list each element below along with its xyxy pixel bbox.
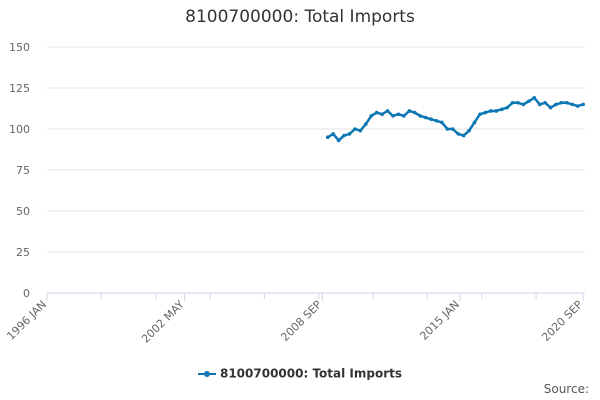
data-point[interactable] <box>396 112 401 117</box>
data-point[interactable] <box>548 105 553 110</box>
x-tick-label: 2020 SEP <box>539 298 585 344</box>
y-tick-label: 75 <box>16 164 30 177</box>
data-point[interactable] <box>336 138 341 143</box>
legend[interactable]: 8100700000: Total Imports <box>0 366 600 381</box>
x-tick-label: 2002 MAY <box>139 298 187 346</box>
data-point[interactable] <box>445 127 450 131</box>
y-tick-label: 50 <box>16 205 30 218</box>
data-point[interactable] <box>369 114 374 118</box>
y-tick-label: 150 <box>9 41 30 54</box>
data-point[interactable] <box>412 110 417 115</box>
data-point[interactable] <box>581 102 585 107</box>
axes <box>46 292 585 301</box>
data-point[interactable] <box>483 110 488 115</box>
data-point[interactable] <box>347 132 352 136</box>
data-point[interactable] <box>478 112 482 117</box>
data-point[interactable] <box>402 114 406 118</box>
x-tick-label: 2008 SEP <box>278 298 324 344</box>
data-point[interactable] <box>494 109 499 113</box>
plot-area <box>325 96 585 143</box>
x-tick-label: 1996 JAN <box>4 298 49 343</box>
y-tick-label: 125 <box>9 82 30 95</box>
source-label: Source: <box>543 382 589 396</box>
data-point[interactable] <box>380 112 384 117</box>
data-point[interactable] <box>418 114 422 118</box>
data-point[interactable] <box>331 132 336 136</box>
data-point[interactable] <box>510 100 515 105</box>
gridlines <box>47 46 585 253</box>
data-point[interactable] <box>467 128 471 133</box>
data-point[interactable] <box>499 107 504 112</box>
data-point[interactable] <box>570 102 575 107</box>
data-point[interactable] <box>559 100 564 105</box>
y-tick-label: 0 <box>23 287 30 300</box>
y-tick-label: 100 <box>9 123 30 136</box>
data-point[interactable] <box>554 102 558 107</box>
data-point[interactable] <box>489 109 493 113</box>
y-tick-labels: 0 25 50 75 100 125 150 <box>9 41 30 300</box>
data-point[interactable] <box>353 127 357 131</box>
legend-line-marker-icon <box>197 370 216 378</box>
chart-title: 8100700000: Total Imports <box>185 7 415 27</box>
data-point[interactable] <box>575 104 580 108</box>
data-point[interactable] <box>521 102 526 107</box>
data-point[interactable] <box>358 128 363 133</box>
data-point[interactable] <box>407 109 412 113</box>
data-point[interactable] <box>429 117 433 121</box>
legend-label: 8100700000: Total Imports <box>219 366 403 381</box>
x-tick-label: 2015 JAN <box>417 298 462 343</box>
data-point[interactable] <box>472 120 477 125</box>
data-point[interactable] <box>543 100 547 105</box>
data-point[interactable] <box>516 100 520 105</box>
x-tick-labels: 1996 JAN 2002 MAY 2008 SEP 2015 JAN 2020 SEP <box>4 298 585 346</box>
data-point[interactable] <box>532 96 537 100</box>
data-point[interactable] <box>440 120 444 125</box>
data-point[interactable] <box>423 115 428 120</box>
data-point[interactable] <box>537 102 542 107</box>
data-point[interactable] <box>461 133 466 138</box>
y-tick-label: 25 <box>16 246 30 259</box>
data-point[interactable] <box>456 132 460 136</box>
data-point[interactable] <box>385 109 390 113</box>
data-point[interactable] <box>505 105 509 110</box>
data-point[interactable] <box>450 127 455 131</box>
data-point[interactable] <box>565 100 569 105</box>
data-point[interactable] <box>434 119 439 123</box>
data-point[interactable] <box>364 122 368 126</box>
data-point[interactable] <box>527 99 531 103</box>
data-point[interactable] <box>325 135 330 139</box>
data-point[interactable] <box>391 114 395 118</box>
data-point[interactable] <box>342 133 346 138</box>
data-point[interactable] <box>374 110 379 115</box>
